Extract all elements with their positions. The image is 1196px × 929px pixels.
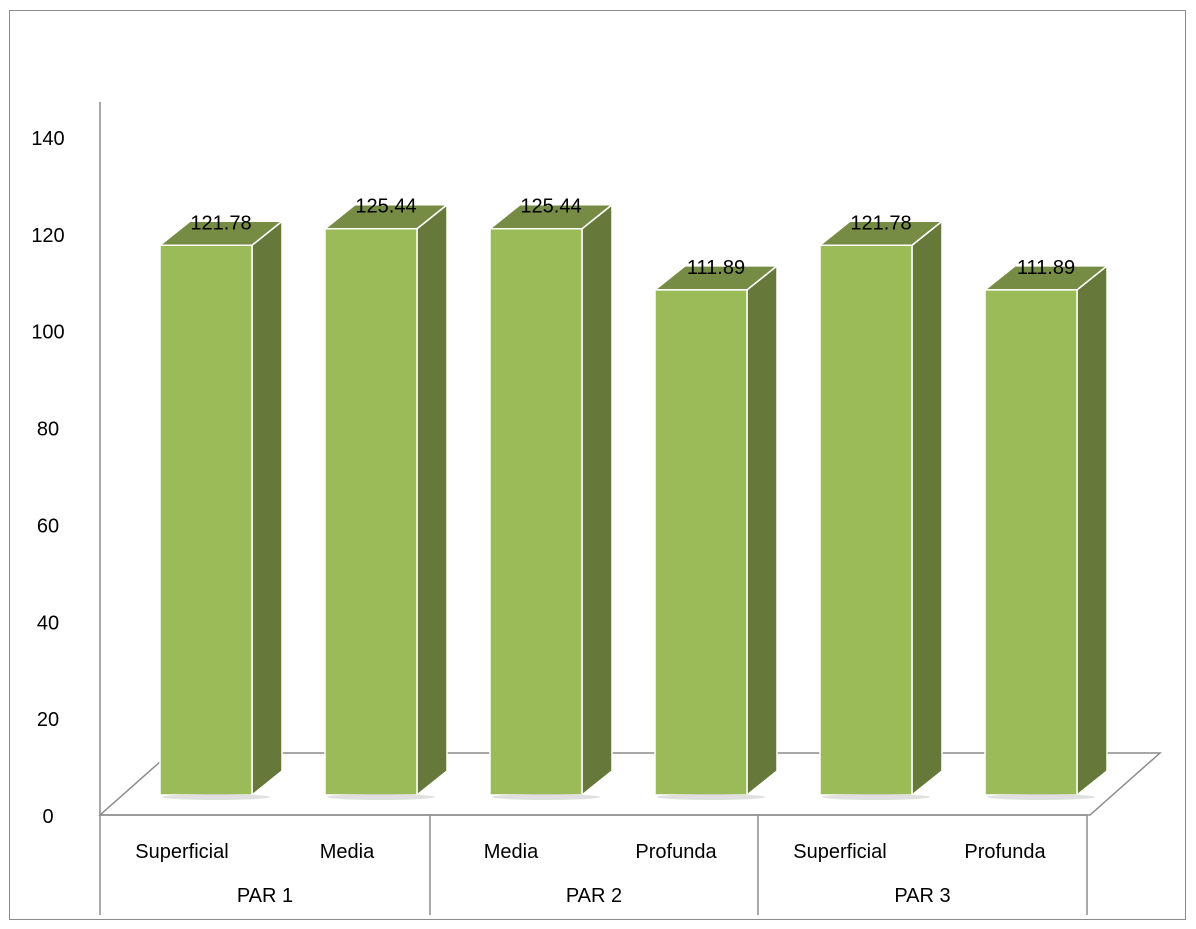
bar	[652, 264, 780, 800]
bar	[982, 264, 1110, 800]
bar-front-face	[159, 244, 253, 796]
data-label: 111.89	[1017, 257, 1075, 279]
y-tick-label: 140	[31, 128, 64, 150]
category-axis: Superficial Media Media Profunda Superficial…	[99, 814, 1088, 915]
bar	[817, 219, 945, 800]
category-label: Media	[320, 841, 375, 863]
y-tick-label: 100	[31, 322, 64, 344]
y-tick-label: 120	[31, 225, 64, 247]
data-label: 125.44	[355, 196, 416, 218]
y-tick-label: 20	[37, 709, 59, 731]
bar-side-face	[911, 219, 943, 797]
bar	[487, 203, 615, 800]
bar-shadow	[987, 794, 1095, 800]
bar-side-face	[746, 264, 778, 797]
data-label: 125.44	[520, 196, 581, 218]
y-tick-label: 60	[37, 515, 59, 537]
category-label: Superficial	[135, 841, 228, 863]
bar-side-face	[251, 219, 283, 797]
group-label: PAR 3	[894, 885, 950, 907]
bar-shadow	[822, 794, 930, 800]
bar-side-face	[1076, 264, 1108, 797]
group-label: PAR 2	[566, 885, 622, 907]
bar-shadow	[162, 794, 270, 800]
bar-front-face	[324, 227, 418, 796]
y-tick-label: 80	[37, 419, 59, 441]
bar-shadow	[327, 794, 435, 800]
category-label: Media	[484, 841, 539, 863]
group-label: PAR 1	[237, 885, 293, 907]
data-label: 111.89	[687, 257, 745, 279]
bar-front-face	[819, 244, 913, 796]
data-label: 121.78	[850, 212, 911, 234]
bar	[157, 219, 285, 800]
bar-front-face	[489, 227, 583, 796]
bar-side-face	[581, 203, 613, 797]
category-label: Profunda	[964, 841, 1046, 863]
category-label: Profunda	[635, 841, 717, 863]
bar-shadow	[492, 794, 600, 800]
bar-side-face	[416, 203, 448, 797]
y-tick-label: 0	[42, 806, 53, 828]
y-tick-label: 40	[37, 612, 59, 634]
category-label: Superficial	[793, 841, 886, 863]
bar-front-face	[984, 289, 1078, 796]
bar	[322, 203, 450, 800]
data-label: 121.78	[190, 212, 251, 234]
data-labels: 121.78 125.44 125.44 111.89 121.78 111.89	[190, 196, 1075, 279]
bar-shadow	[657, 794, 765, 800]
bar-front-face	[654, 289, 748, 796]
axes: 0 20 40 60 80 100 120 140	[31, 102, 101, 828]
bars	[157, 203, 1110, 800]
